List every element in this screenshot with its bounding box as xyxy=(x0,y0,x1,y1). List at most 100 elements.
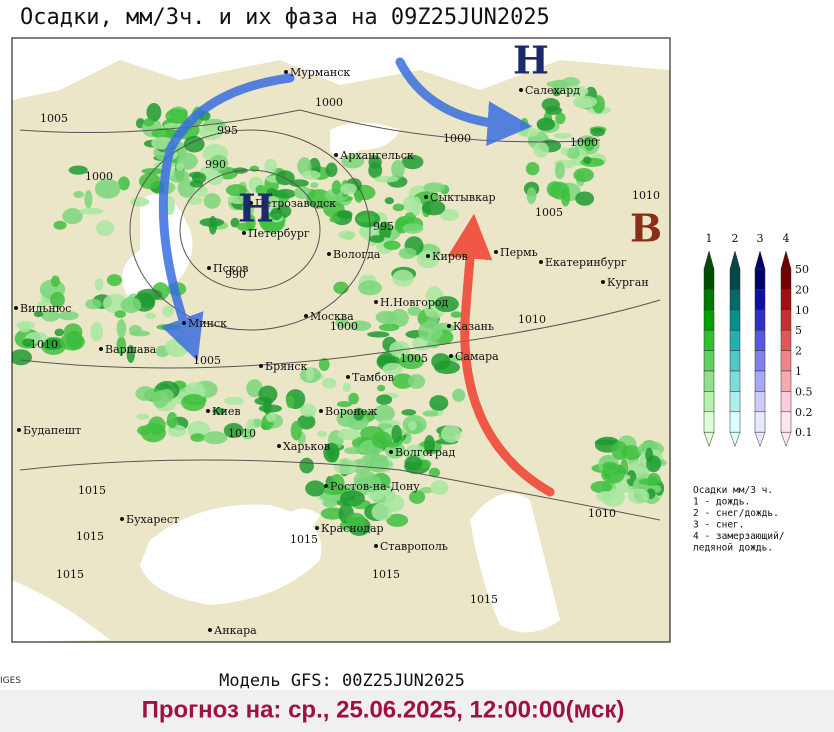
legend-tip xyxy=(780,250,792,270)
rain-area xyxy=(583,156,592,164)
rain-area xyxy=(258,385,278,404)
rain-area xyxy=(340,183,357,195)
rain-area xyxy=(310,182,319,189)
rain-area xyxy=(116,319,127,338)
rain-area xyxy=(189,180,204,188)
city-dot xyxy=(304,314,308,318)
rain-area xyxy=(199,123,224,140)
rain-area xyxy=(165,108,188,124)
isobar-label: 1010 xyxy=(228,427,256,440)
isobar-label: 1010 xyxy=(30,338,58,351)
rain-area xyxy=(333,458,358,475)
rain-area xyxy=(120,297,142,314)
caspian-sea xyxy=(470,493,560,633)
sea-north xyxy=(12,38,670,100)
rain-area xyxy=(371,431,392,449)
legend-swatch xyxy=(780,289,792,311)
rain-area xyxy=(290,420,302,441)
rain-area xyxy=(102,293,128,314)
black-sea xyxy=(140,504,322,605)
legend-swatch xyxy=(754,268,766,290)
city-label: Казань xyxy=(453,320,494,333)
rain-area xyxy=(305,366,315,382)
rain-area xyxy=(41,310,60,322)
rain-area xyxy=(50,275,61,287)
city-label: Вологда xyxy=(333,248,381,261)
legend-column-label: 4 xyxy=(783,232,790,245)
rain-area xyxy=(242,201,255,217)
rain-area xyxy=(41,338,64,350)
rain-area xyxy=(599,456,614,463)
rain-area xyxy=(294,186,312,200)
rain-area xyxy=(336,409,359,428)
city-dot xyxy=(284,70,288,74)
city-label: Москва xyxy=(310,310,354,323)
legend-level: 10 xyxy=(795,304,809,317)
city-label: Минск xyxy=(188,317,227,330)
isobar-label: 1000 xyxy=(570,136,598,149)
legend-swatch xyxy=(780,411,792,433)
rain-area xyxy=(573,167,594,183)
legend-column-label: 3 xyxy=(757,232,764,245)
rain-area xyxy=(382,362,404,375)
legend-note: 1 - дождь. xyxy=(693,497,750,508)
rain-area xyxy=(94,178,121,199)
legend-swatch xyxy=(703,370,715,392)
rain-area xyxy=(299,457,314,474)
city-label: Анкара xyxy=(214,624,257,637)
rain-area xyxy=(73,190,85,198)
city-label: Пермь xyxy=(500,246,538,259)
rain-area xyxy=(58,311,79,321)
rain-area xyxy=(359,227,371,237)
rain-area xyxy=(517,127,540,138)
city-label: Киров xyxy=(432,250,468,263)
isobar-label: 1000 xyxy=(85,170,113,183)
rain-area xyxy=(297,414,316,430)
rain-area xyxy=(152,390,169,408)
rain-area xyxy=(126,344,135,363)
city-dot xyxy=(426,254,430,258)
legend-swatch xyxy=(754,411,766,433)
city-label: Тамбов xyxy=(352,371,394,384)
rain-area xyxy=(590,127,606,137)
rain-area xyxy=(341,154,365,169)
footer-band xyxy=(0,690,834,732)
rain-area xyxy=(369,235,385,243)
legend-swatch xyxy=(729,411,741,433)
title: Осадки, мм/3ч. и их фаза на 09Z25JUN2025 xyxy=(20,5,550,30)
rain-area xyxy=(526,187,537,205)
rain-area xyxy=(566,147,580,160)
rain-area xyxy=(554,161,565,180)
city-label: Варшава xyxy=(105,343,157,356)
city-dot xyxy=(208,628,212,632)
rain-area xyxy=(404,455,423,471)
city-label: Ростов-на-Дону xyxy=(330,480,420,493)
rain-area xyxy=(590,480,613,494)
rain-area xyxy=(190,433,205,442)
rain-area xyxy=(401,154,424,170)
isobar-label: 1015 xyxy=(470,593,498,606)
rain-area xyxy=(16,320,35,330)
rain-area xyxy=(371,502,393,521)
rain-area xyxy=(555,112,566,125)
rain-area xyxy=(146,102,162,122)
city-dot xyxy=(601,280,605,284)
rain-area xyxy=(325,162,338,177)
rain-area xyxy=(114,310,126,318)
city-dot xyxy=(494,250,498,254)
isobar-label: 1005 xyxy=(535,206,563,219)
city-label: Вильнюс xyxy=(20,302,71,315)
city-dot xyxy=(519,88,523,92)
rain-area xyxy=(342,382,351,392)
city-dot xyxy=(327,252,331,256)
rain-area xyxy=(136,413,150,420)
rain-area xyxy=(323,442,340,463)
arrow-warm xyxy=(447,213,555,497)
map-labels: Мурманск Салехард Архангельск Сыктывкар Петр… xyxy=(14,66,660,637)
rain-area xyxy=(428,467,441,478)
rain-area xyxy=(275,189,296,199)
rain-area xyxy=(33,311,44,318)
legend-swatch xyxy=(703,411,715,433)
rain-area xyxy=(596,491,616,502)
rain-area xyxy=(404,212,417,220)
